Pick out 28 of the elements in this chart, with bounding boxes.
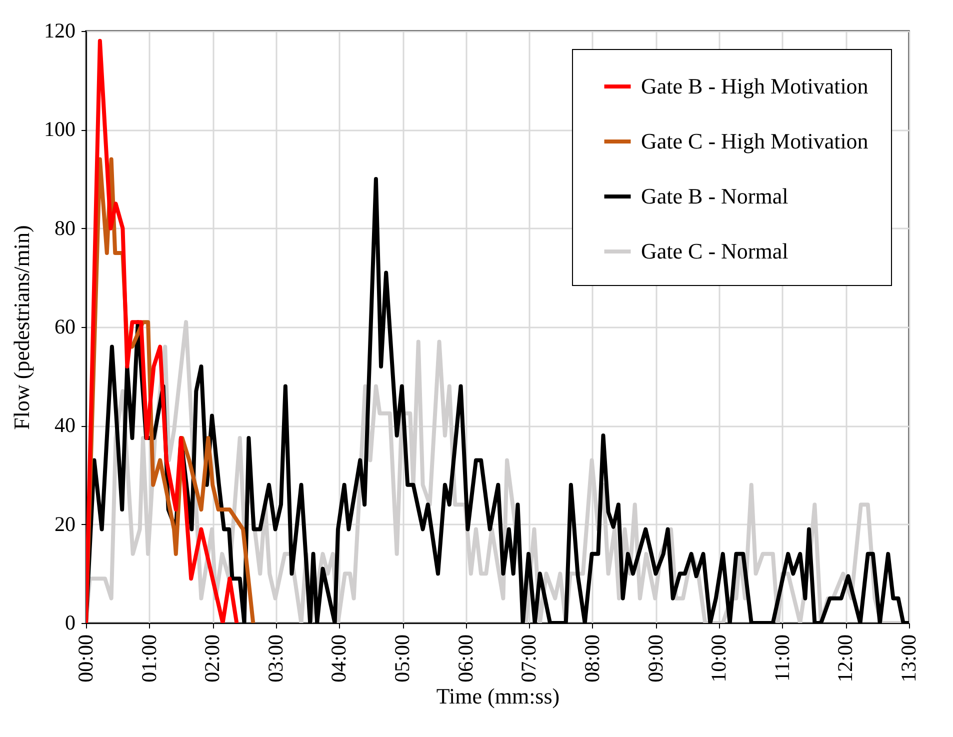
x-tick-label: 00:00 (74, 634, 98, 682)
x-tick-label: 08:00 (580, 634, 604, 682)
x-tick-label: 13:00 (896, 634, 920, 682)
legend-label: Gate C - High Motivation (641, 128, 868, 154)
y-tick-label: 120 (44, 18, 76, 42)
x-tick-label: 11:00 (770, 634, 794, 682)
line-series (86, 38, 239, 623)
x-tick-label: 01:00 (136, 634, 161, 682)
legend-label: Gate C - Normal (641, 238, 788, 264)
y-tick-label: 40 (54, 413, 76, 438)
x-tick-label: 05:00 (390, 634, 414, 682)
x-tick-label: 04:00 (326, 634, 351, 682)
y-tick-label: 100 (44, 117, 76, 142)
x-tick-label: 09:00 (643, 634, 668, 682)
y-tick-label: 20 (54, 512, 76, 536)
y-tick-label: 60 (54, 314, 76, 338)
x-tick-label: 03:00 (263, 634, 288, 682)
x-tick-label: 12:00 (833, 634, 858, 682)
x-tick-label: 07:00 (516, 634, 541, 682)
y-axis-title: Flow (pedestrians/min) (9, 225, 34, 430)
x-tick-label: 06:00 (453, 634, 478, 682)
y-tick-label: 80 (54, 216, 76, 240)
legend-label: Gate B - Normal (641, 184, 788, 208)
x-axis-title: Time (mm:ss) (436, 683, 560, 708)
y-tick-label: 0 (65, 610, 76, 634)
legend-label: Gate B - High Motivation (641, 74, 868, 98)
x-tick-label: 02:00 (200, 634, 224, 682)
x-tick-label: 10:00 (706, 634, 731, 682)
